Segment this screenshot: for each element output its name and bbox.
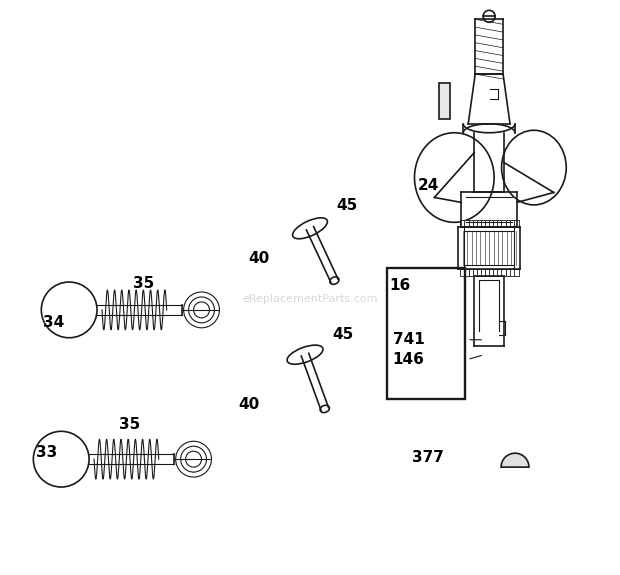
Bar xyxy=(460,220,465,227)
Bar xyxy=(485,220,490,227)
Text: 24: 24 xyxy=(417,178,439,193)
Bar xyxy=(510,220,515,227)
Bar xyxy=(464,269,469,276)
Text: 40: 40 xyxy=(248,251,270,266)
Bar xyxy=(481,220,486,227)
Bar xyxy=(489,220,494,227)
Bar xyxy=(477,220,482,227)
Bar xyxy=(469,269,474,276)
Text: 35: 35 xyxy=(119,417,140,432)
Bar xyxy=(439,83,450,119)
Bar xyxy=(460,269,465,276)
Bar xyxy=(481,269,486,276)
Bar xyxy=(485,269,490,276)
Text: 34: 34 xyxy=(43,315,64,330)
Bar xyxy=(489,269,494,276)
Bar xyxy=(506,220,511,227)
Text: eReplacementParts.com: eReplacementParts.com xyxy=(242,294,378,304)
Bar xyxy=(497,269,502,276)
Bar xyxy=(502,269,507,276)
Bar xyxy=(514,269,519,276)
Text: 40: 40 xyxy=(238,397,260,412)
Bar xyxy=(472,220,477,227)
Bar xyxy=(494,269,498,276)
Bar xyxy=(502,220,507,227)
Bar xyxy=(387,268,465,400)
Text: 16: 16 xyxy=(389,278,411,293)
Bar xyxy=(464,220,469,227)
Text: 45: 45 xyxy=(332,327,353,342)
Bar xyxy=(472,269,477,276)
Bar xyxy=(494,220,498,227)
Bar xyxy=(477,269,482,276)
Bar xyxy=(510,269,515,276)
Text: 45: 45 xyxy=(336,198,357,213)
Text: 33: 33 xyxy=(37,444,58,459)
Text: 35: 35 xyxy=(133,275,154,290)
Text: 146: 146 xyxy=(392,352,425,367)
Bar xyxy=(469,220,474,227)
Wedge shape xyxy=(501,453,529,467)
Bar xyxy=(514,220,519,227)
Bar xyxy=(506,269,511,276)
Text: 377: 377 xyxy=(412,450,443,465)
Bar xyxy=(497,220,502,227)
Text: 741: 741 xyxy=(392,332,424,347)
